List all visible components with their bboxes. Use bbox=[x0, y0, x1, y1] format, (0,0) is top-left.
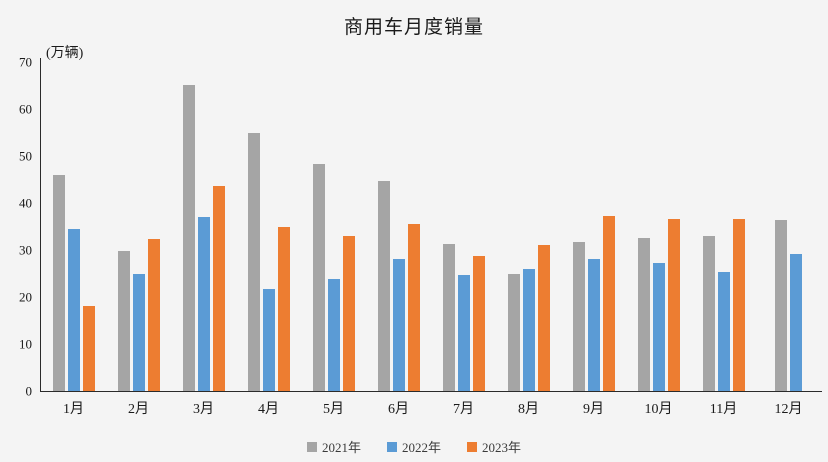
bar-group-8月 bbox=[496, 62, 561, 391]
bar-2023年-6月 bbox=[407, 224, 420, 391]
bar-2021年-10月 bbox=[637, 237, 650, 391]
bar-2023年-9月 bbox=[602, 215, 615, 391]
chart-title: 商用车月度销量 bbox=[343, 17, 484, 38]
legend-swatch-icon bbox=[467, 441, 477, 452]
bar-2021年-9月 bbox=[572, 241, 585, 391]
bar-2023年-5月 bbox=[342, 235, 355, 391]
x-axis-label-10月: 10月 bbox=[644, 402, 673, 417]
y-tick-label: 20 bbox=[19, 289, 32, 305]
bar-2021年-2月 bbox=[117, 250, 130, 391]
bar-2022年-7月 bbox=[457, 275, 470, 391]
y-axis-unit-label: (万辆) bbox=[46, 46, 84, 61]
x-axis-label-11月: 11月 bbox=[709, 402, 738, 417]
y-tick-label: 0 bbox=[25, 383, 33, 399]
bar-group-1月 bbox=[41, 62, 106, 391]
x-axis-label-9月: 9月 bbox=[583, 402, 604, 417]
bar-2023年-8月 bbox=[537, 244, 550, 391]
x-axis-label-2月: 2月 bbox=[128, 402, 149, 417]
x-axis-label-8月: 8月 bbox=[518, 402, 539, 417]
legend-item-2021年: 2021年 bbox=[306, 437, 361, 456]
bar-2022年-1月 bbox=[67, 228, 80, 391]
y-axis-tick-labels: 0 10 20 30 40 50 60 70 bbox=[0, 56, 35, 398]
y-axis-line bbox=[40, 58, 41, 391]
bar-2022年-9月 bbox=[587, 259, 600, 391]
legend-swatch-icon bbox=[386, 441, 397, 452]
bar-group-12月 bbox=[756, 62, 821, 391]
legend: 2021年 2022年 2023年 bbox=[0, 437, 828, 456]
bar-2021年-6月 bbox=[377, 181, 390, 391]
bar-group-11月 bbox=[691, 62, 756, 391]
bar-2021年-1月 bbox=[52, 175, 65, 391]
bar-group-10月 bbox=[626, 62, 691, 391]
bar-group-2月 bbox=[106, 62, 171, 391]
bar-2022年-3月 bbox=[197, 216, 210, 391]
bar-2023年-1月 bbox=[82, 305, 95, 391]
legend-label: 2023年 bbox=[482, 440, 522, 455]
bar-2023年-7月 bbox=[472, 255, 485, 391]
x-axis-label-12月: 12月 bbox=[774, 402, 803, 417]
x-axis-label-4月: 4月 bbox=[258, 402, 279, 417]
bar-2023年-4月 bbox=[277, 226, 290, 391]
y-tick-label: 70 bbox=[19, 54, 32, 70]
bar-2021年-3月 bbox=[182, 84, 195, 391]
bar-2022年-2月 bbox=[132, 273, 145, 391]
y-tick-label: 50 bbox=[19, 148, 32, 164]
legend-label: 2022年 bbox=[401, 440, 441, 455]
bar-2022年-6月 bbox=[392, 258, 405, 391]
bar-2023年-11月 bbox=[732, 218, 745, 391]
bar-2022年-4月 bbox=[262, 289, 275, 391]
bar-group-9月 bbox=[561, 62, 626, 391]
x-axis-labels: 1月 2月 3月 4月 5月 6月 7月 8月 9月 10月 11月 12月 bbox=[41, 398, 821, 418]
bar-2021年-8月 bbox=[507, 274, 520, 391]
y-tick-label: 60 bbox=[19, 101, 32, 117]
bar-group-5月 bbox=[301, 62, 366, 391]
bar-2023年-3月 bbox=[212, 185, 225, 391]
x-axis-line bbox=[40, 391, 822, 392]
legend-label: 2021年 bbox=[321, 440, 361, 455]
bar-2021年-11月 bbox=[702, 235, 715, 391]
legend-swatch-icon bbox=[306, 441, 317, 452]
legend-item-2023年: 2023年 bbox=[467, 437, 521, 456]
x-axis-label-6月: 6月 bbox=[388, 402, 409, 417]
bar-2021年-12月 bbox=[775, 219, 787, 391]
bar-2021年-5月 bbox=[312, 164, 325, 391]
bar-2023年-10月 bbox=[667, 218, 680, 391]
bar-group-3月 bbox=[171, 62, 236, 391]
bar-group-4月 bbox=[236, 62, 301, 391]
x-axis-label-3月: 3月 bbox=[193, 402, 214, 417]
bar-2022年-8月 bbox=[522, 269, 535, 391]
x-axis-label-7月: 7月 bbox=[453, 402, 474, 417]
bar-2023年-2月 bbox=[147, 238, 160, 391]
bar-2022年-11月 bbox=[717, 271, 730, 391]
y-tick-label: 40 bbox=[19, 195, 32, 211]
x-axis-label-5月: 5月 bbox=[323, 402, 344, 417]
y-tick-label: 30 bbox=[19, 242, 32, 258]
y-tick-label: 10 bbox=[19, 336, 32, 352]
bar-2022年-12月 bbox=[790, 253, 802, 391]
bar-2022年-10月 bbox=[652, 262, 665, 391]
bar-2021年-7月 bbox=[442, 244, 455, 391]
bar-2021年-4月 bbox=[247, 132, 260, 391]
bar-group-6月 bbox=[366, 62, 431, 391]
bar-group-7月 bbox=[431, 62, 496, 391]
plot-area bbox=[41, 62, 821, 391]
x-axis-label-1月: 1月 bbox=[63, 402, 84, 417]
legend-item-2022年: 2022年 bbox=[386, 437, 441, 456]
bar-2022年-5月 bbox=[327, 278, 340, 391]
